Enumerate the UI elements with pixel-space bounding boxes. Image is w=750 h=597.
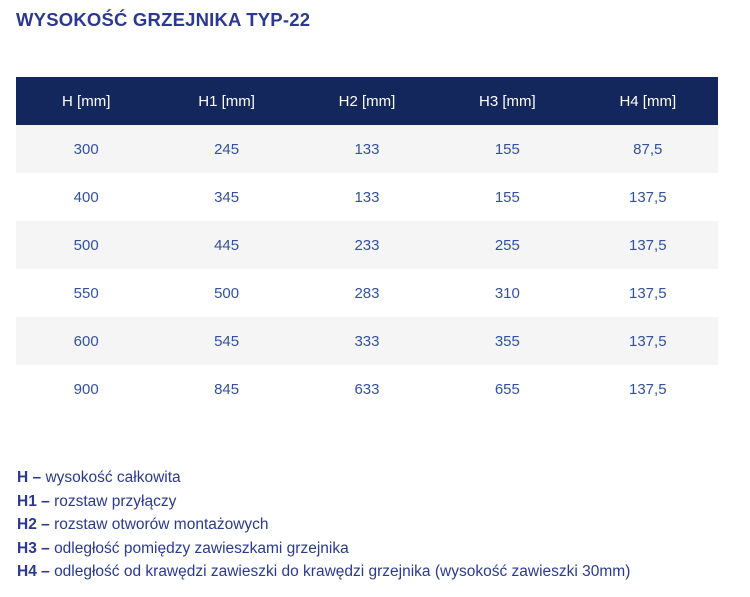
table-cell: 345	[156, 173, 297, 221]
table-cell: 355	[437, 317, 578, 365]
page-title: WYSOKOŚĆ GRZEJNIKA TYP-22	[16, 9, 311, 30]
legend: H – wysokość całkowita H1 – rozstaw przył…	[17, 466, 630, 584]
legend-term: H1 –	[17, 492, 55, 510]
table-header-row: H [mm] H1 [mm] H2 [mm] H3 [mm] H4 [mm]	[16, 77, 718, 125]
table-cell: 87,5	[577, 125, 718, 173]
legend-term: H2 –	[17, 516, 55, 533]
legend-line: H4 – odległość od krawędzi zawieszki do …	[17, 560, 630, 584]
table-cell: 137,5	[577, 365, 718, 413]
table-cell: 500	[16, 221, 157, 269]
table-cell: 137,5	[577, 221, 718, 269]
legend-term: H4 –	[17, 563, 55, 580]
column-header: H4 [mm]	[577, 77, 718, 125]
table-cell: 333	[296, 317, 438, 365]
table-cell: 233	[296, 221, 438, 269]
table-body: 300 245 133 155 87,5 400 345 133 155 137,5 500 445 2…	[16, 125, 718, 413]
table-cell: 500	[156, 269, 297, 317]
legend-term: H3 –	[17, 539, 55, 557]
radiator-height-table: H [mm] H1 [mm] H2 [mm] H3 [mm] H4 [mm] 300 24…	[16, 77, 718, 413]
table-row: 400 345 133 155 137,5	[16, 173, 718, 221]
table-cell: 255	[437, 221, 578, 269]
table-cell: 445	[156, 221, 297, 269]
table-row: 550 500 283 310 137,5	[16, 269, 718, 317]
table-cell: 283	[296, 269, 438, 317]
column-header: H [mm]	[16, 77, 157, 125]
table-row: 900 845 633 655 137,5	[16, 365, 718, 413]
legend-term: H –	[17, 469, 46, 486]
column-header: H1 [mm]	[156, 77, 297, 125]
column-header: H2 [mm]	[296, 77, 438, 125]
table-cell: 155	[437, 173, 578, 221]
legend-description: odległość pomiędzy zawieszkami grzejnika	[54, 539, 349, 557]
legend-line: H3 – odległość pomiędzy zawieszkami grze…	[17, 537, 630, 561]
table-cell: 545	[156, 317, 297, 365]
table-cell: 300	[16, 125, 157, 173]
table-cell: 137,5	[577, 317, 718, 365]
table-cell: 550	[16, 269, 157, 317]
legend-line: H2 – rozstaw otworów montażowych	[17, 513, 630, 537]
table-cell: 310	[437, 269, 578, 317]
table-cell: 245	[156, 125, 297, 173]
table-cell: 655	[437, 365, 578, 413]
legend-description: odległość od krawędzi zawieszki do krawę…	[54, 563, 631, 580]
table-cell: 600	[16, 317, 157, 365]
legend-line: H – wysokość całkowita	[17, 466, 630, 490]
column-header: H3 [mm]	[437, 77, 578, 125]
legend-description: wysokość całkowita	[45, 469, 181, 486]
table-cell: 133	[296, 125, 438, 173]
table-head: H [mm] H1 [mm] H2 [mm] H3 [mm] H4 [mm]	[16, 77, 718, 125]
table-cell: 155	[437, 125, 578, 173]
table-row: 300 245 133 155 87,5	[16, 125, 718, 173]
table-cell: 633	[296, 365, 438, 413]
table-cell: 400	[16, 173, 157, 221]
table-row: 500 445 233 255 137,5	[16, 221, 718, 269]
table-cell: 900	[16, 365, 157, 413]
legend-line: H1 – rozstaw przyłączy	[17, 490, 630, 514]
table-cell: 137,5	[577, 173, 718, 221]
table-cell: 845	[156, 365, 297, 413]
table-cell: 133	[296, 173, 438, 221]
legend-description: rozstaw otworów montażowych	[54, 516, 269, 533]
table-cell: 137,5	[577, 269, 718, 317]
legend-description: rozstaw przyłączy	[54, 492, 177, 510]
table-row: 600 545 333 355 137,5	[16, 317, 718, 365]
